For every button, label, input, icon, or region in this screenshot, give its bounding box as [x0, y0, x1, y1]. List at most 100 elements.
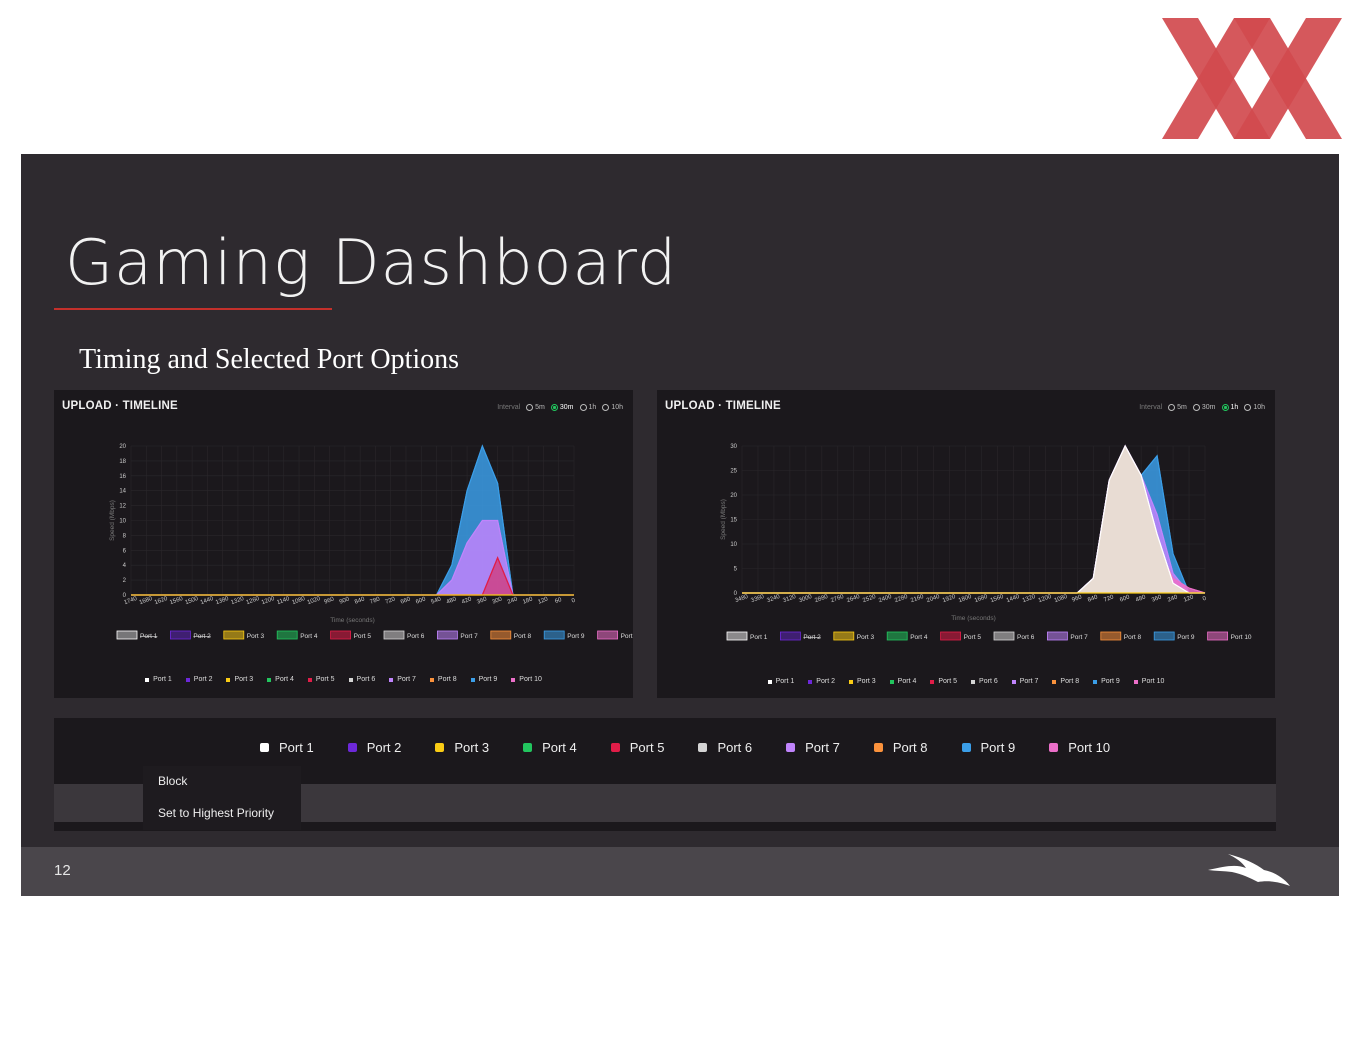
x-tick-label: 2280 — [894, 594, 909, 604]
legend-label: Port 8 — [1060, 678, 1080, 685]
port-item-10[interactable]: Port 10 — [1049, 740, 1110, 755]
interval-selector: Interval 5m 30m 1h 10h — [497, 404, 623, 411]
legend-swatch — [940, 631, 962, 641]
port-context-menu: Block Set to Highest Priority — [143, 766, 301, 830]
x-tick-label: 1620 — [154, 596, 169, 606]
x-tick-label: 1800 — [958, 594, 973, 604]
port-item-8[interactable]: Port 8 — [873, 740, 928, 755]
y-tick-label: 20 — [730, 493, 737, 499]
port-color-legend: Port 1 Port 2 Port 3 Port 4 Port 5 Port 6 Port… — [657, 678, 1275, 685]
legend-label: Port 9 — [478, 676, 498, 683]
page-title: Gaming Dashboard — [65, 226, 678, 299]
legend-item[interactable]: Port 6 — [971, 678, 998, 685]
legend-item[interactable]: Port 10 — [1133, 678, 1164, 685]
legend-item[interactable]: Port 9 — [1093, 678, 1120, 685]
x-tick-label: 180 — [522, 596, 534, 605]
legend-item[interactable]: Port 8 — [1052, 678, 1079, 685]
legend-item[interactable]: Port 4 — [267, 676, 294, 683]
port-color-swatch — [435, 743, 445, 752]
legend-label: Port 1 — [153, 676, 172, 683]
y-tick-label: 6 — [123, 548, 127, 554]
legend-item[interactable]: Port 1 — [767, 678, 794, 685]
y-tick-label: 0 — [123, 593, 127, 599]
port-item-5[interactable]: Port 5 — [610, 740, 664, 755]
interval-option-1h[interactable]: 1h — [1221, 404, 1238, 411]
legend-item[interactable]: Port 5 — [307, 676, 335, 683]
slide-footer: 12 — [21, 847, 1339, 896]
legend-swatch — [726, 631, 748, 641]
x-tick-label: 960 — [324, 596, 336, 605]
interval-option-1h[interactable]: 1h — [579, 404, 596, 411]
x-tick-label: 2400 — [878, 594, 893, 604]
port-color-swatch — [260, 743, 269, 752]
port-item-4[interactable]: Port 4 — [523, 740, 577, 755]
radio-icon — [1192, 404, 1200, 411]
x-tick-label: 3120 — [782, 594, 797, 604]
interval-option-5m[interactable]: 5m — [526, 404, 545, 411]
legend-label: Port 7 — [1019, 678, 1039, 685]
slide: Gaming Dashboard Timing and Selected Por… — [21, 154, 1339, 896]
legend-color-swatch — [1093, 679, 1098, 684]
legend-item[interactable]: Port 2 — [185, 676, 213, 683]
legend-item[interactable]: Port 9 — [470, 676, 498, 683]
legend-item[interactable]: Port 3 — [226, 676, 253, 683]
interval-option-5m[interactable]: 5m — [1168, 404, 1187, 411]
legend-item[interactable]: Port 7 — [389, 676, 416, 683]
legend-item[interactable]: Port 10 — [511, 676, 542, 683]
port-item-9[interactable]: Port 9 — [961, 740, 1015, 755]
legend-label: Port 2 — [193, 676, 213, 683]
legend-label: Port 4 — [910, 634, 928, 641]
legend-swatch — [1207, 631, 1228, 641]
interval-option-10h[interactable]: 10h — [602, 404, 623, 411]
port-item-3[interactable]: Port 3 — [435, 740, 489, 755]
legend-color-swatch — [808, 679, 813, 684]
legend-color-swatch — [767, 679, 772, 684]
legend-item[interactable]: Port 1 — [145, 676, 172, 683]
menu-item-block[interactable]: Block — [158, 774, 188, 788]
port-item-7[interactable]: Port 7 — [786, 740, 840, 755]
x-tick-label: 1080 — [1054, 594, 1069, 604]
interval-option-30m[interactable]: 30m — [1192, 404, 1216, 411]
x-tick-label: 1680 — [139, 596, 154, 606]
port-color-swatch — [610, 743, 620, 752]
x-tick-label: 2880 — [814, 594, 829, 604]
legend-label: Port 7 — [397, 676, 416, 683]
interval-option-10h[interactable]: 10h — [1244, 404, 1265, 411]
x-tick-label: 0 — [1202, 595, 1208, 602]
port-item-2[interactable]: Port 2 — [347, 740, 401, 755]
radio-icon — [602, 404, 610, 411]
legend-item[interactable]: Port 8 — [429, 676, 457, 683]
port-color-swatch — [698, 743, 708, 752]
menu-item-highest-priority[interactable]: Set to Highest Priority — [158, 806, 275, 820]
legend-color-swatch — [389, 677, 394, 682]
legend-label: Port 4 — [300, 633, 318, 640]
x-tick-label: 1200 — [261, 596, 276, 606]
legend-label: Port 9 — [567, 633, 585, 640]
x-tick-label: 780 — [369, 596, 381, 605]
legend-item[interactable]: Port 7 — [1011, 678, 1039, 685]
y-tick-label: 30 — [730, 444, 737, 450]
legend-color-swatch — [470, 677, 475, 682]
legend-label: Port 5 — [938, 678, 958, 685]
legend-item[interactable]: Port 4 — [889, 678, 916, 685]
legend-label: Port 2 — [816, 678, 835, 685]
legend-color-swatch — [348, 677, 353, 682]
port-label: Port 3 — [454, 740, 490, 755]
radio-icon — [1244, 404, 1252, 411]
legend-item[interactable]: Port 5 — [930, 678, 957, 685]
legend-swatch — [1100, 631, 1122, 641]
x-tick-label: 540 — [430, 596, 442, 605]
x-tick-label: 900 — [339, 596, 351, 605]
upload-timeline-panel-30m: UPLOAD · TIMELINE Interval 5m 30m 1h 10h… — [54, 390, 633, 698]
legend-label: Port 10 — [1231, 634, 1252, 641]
y-tick-label: 15 — [730, 518, 737, 524]
port-item-6[interactable]: Port 6 — [698, 740, 752, 755]
legend-item[interactable]: Port 6 — [348, 676, 375, 683]
legend-item[interactable]: Port 2 — [808, 678, 835, 685]
upload-timeline-panel-1h: UPLOAD · TIMELINE Interval 5m 30m 1h 10h… — [657, 390, 1275, 698]
x-tick-label: 840 — [1087, 594, 1099, 603]
legend-color-swatch — [145, 677, 150, 682]
interval-option-30m[interactable]: 30m — [550, 404, 574, 411]
port-item-1[interactable]: Port 1 — [260, 740, 314, 755]
legend-item[interactable]: Port 3 — [848, 678, 876, 685]
